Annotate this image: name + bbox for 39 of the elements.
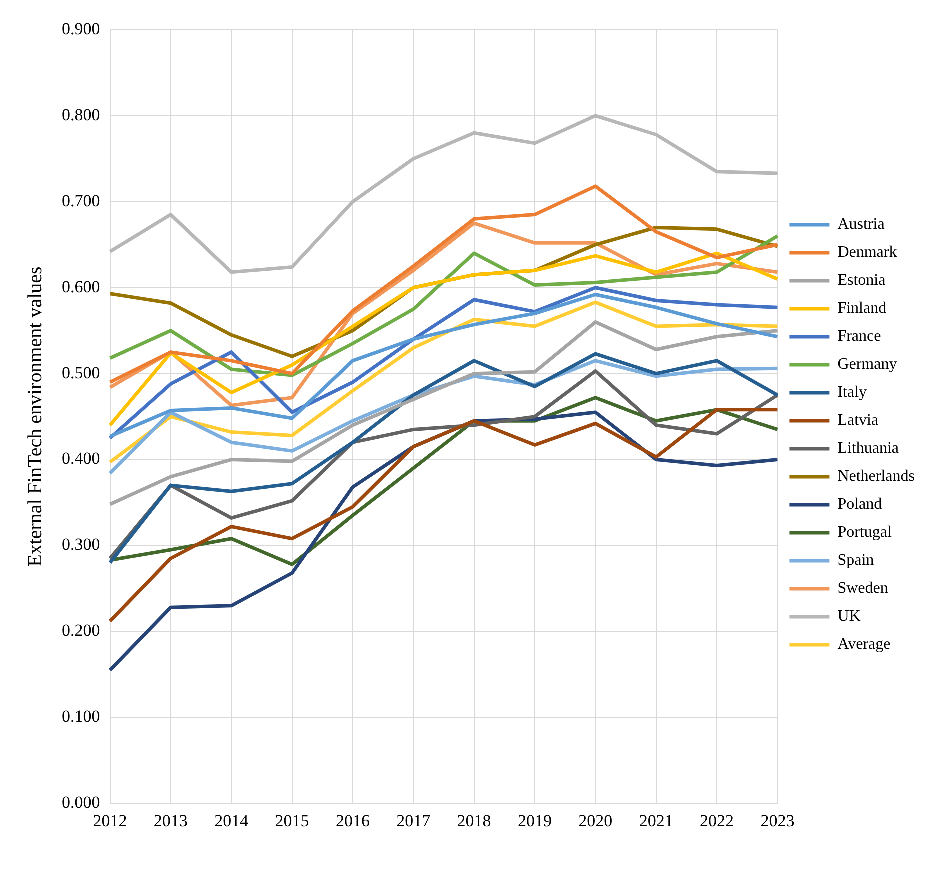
y-tick-label: 0.900 bbox=[62, 19, 100, 38]
legend-label: Netherlands bbox=[838, 468, 916, 486]
y-axis-title: External FinTech environment values bbox=[24, 266, 46, 567]
legend-label: Italy bbox=[838, 384, 868, 402]
y-tick-label: 0.300 bbox=[62, 535, 100, 554]
x-tick-label: 2021 bbox=[639, 811, 674, 830]
y-tick-label: 0.400 bbox=[62, 449, 100, 468]
legend-label: Lithuania bbox=[838, 440, 900, 458]
x-tick-label: 2016 bbox=[336, 811, 370, 830]
y-tick-label: 0.500 bbox=[62, 363, 100, 382]
y-tick-label: 0.800 bbox=[62, 105, 100, 124]
x-tick-label: 2017 bbox=[396, 811, 432, 830]
y-tick-label: 0.100 bbox=[62, 707, 100, 726]
legend-label: Austria bbox=[838, 216, 885, 234]
x-tick-label: 2019 bbox=[518, 811, 552, 830]
legend-label: Germany bbox=[838, 356, 898, 374]
x-tick-label: 2020 bbox=[578, 811, 613, 830]
x-tick-label: 2022 bbox=[700, 811, 734, 830]
legend-label: Average bbox=[838, 636, 891, 654]
legend-label: Sweden bbox=[838, 580, 888, 598]
legend-label: Finland bbox=[838, 300, 887, 318]
x-tick-label: 2012 bbox=[93, 811, 128, 830]
legend-label: Portugal bbox=[838, 524, 892, 542]
y-tick-label: 0.600 bbox=[62, 277, 100, 296]
x-tick-label: 2014 bbox=[214, 811, 250, 830]
legend-label: Denmark bbox=[838, 244, 898, 262]
x-tick-label: 2015 bbox=[275, 811, 310, 830]
x-tick-label: 2018 bbox=[457, 811, 492, 830]
y-tick-label: 0.200 bbox=[62, 621, 100, 640]
legend-label: Estonia bbox=[838, 272, 886, 290]
x-tick-label: 2023 bbox=[760, 811, 795, 830]
legend-label: Spain bbox=[838, 552, 874, 570]
legend-label: France bbox=[838, 328, 882, 346]
y-tick-label: 0.700 bbox=[62, 191, 100, 210]
legend-label: UK bbox=[838, 608, 862, 626]
legend-label: Latvia bbox=[838, 412, 879, 430]
x-tick-label: 2013 bbox=[154, 811, 188, 830]
legend-label: Poland bbox=[838, 496, 882, 514]
y-tick-label: 0.000 bbox=[62, 793, 100, 812]
